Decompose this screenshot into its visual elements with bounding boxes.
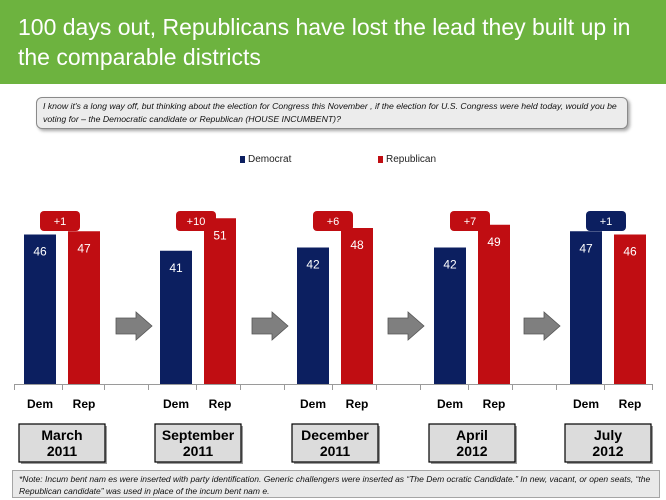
bar-rep bbox=[204, 218, 236, 384]
bar-category-label-rep: Rep bbox=[619, 397, 642, 411]
bar-dem bbox=[24, 234, 56, 384]
margin-badge-label: +10 bbox=[187, 216, 206, 228]
period-label: December bbox=[301, 427, 369, 443]
period-box bbox=[18, 423, 106, 463]
bar-dem bbox=[434, 247, 466, 384]
bar-rep bbox=[68, 231, 100, 384]
bar-rep bbox=[341, 228, 373, 384]
legend-swatch-democrat bbox=[240, 156, 245, 163]
bar-category-label-dem: Dem bbox=[437, 397, 463, 411]
bar-category-label-dem: Dem bbox=[573, 397, 599, 411]
period-label: 2011 bbox=[183, 443, 214, 459]
bar-category-label-dem: Dem bbox=[300, 397, 326, 411]
legend-item-republican: Republican bbox=[378, 154, 436, 165]
bar-category-label-dem: Dem bbox=[163, 397, 189, 411]
bar-category-label-rep: Rep bbox=[346, 397, 369, 411]
arrow-right-icon bbox=[115, 311, 153, 341]
bar-category-label-rep: Rep bbox=[483, 397, 506, 411]
period-box bbox=[154, 423, 242, 463]
bar-value-label-rep: 51 bbox=[213, 228, 227, 242]
period-box bbox=[291, 423, 379, 463]
bar-dem bbox=[160, 250, 192, 384]
period-box bbox=[564, 423, 652, 463]
margin-badge-label: +1 bbox=[54, 216, 67, 228]
period-label: March bbox=[41, 427, 82, 443]
margin-badge bbox=[586, 211, 626, 231]
bar-value-label-dem: 46 bbox=[33, 245, 47, 259]
survey-question: I know it's a long way off, but thinking… bbox=[36, 97, 628, 129]
margin-badge-label: +7 bbox=[464, 216, 477, 228]
bar-dem bbox=[297, 247, 329, 384]
header-banner: 100 days out, Republicans have lost the … bbox=[0, 0, 666, 84]
period-label: 2011 bbox=[320, 443, 351, 459]
bar-category-label-dem: Dem bbox=[27, 397, 53, 411]
bar-category-label-rep: Rep bbox=[209, 397, 232, 411]
bar-value-label-dem: 41 bbox=[169, 261, 183, 275]
legend-label-republican: Republican bbox=[386, 154, 437, 165]
bar-rep bbox=[478, 224, 510, 384]
margin-badge bbox=[40, 211, 80, 231]
legend-item-democrat: Democrat bbox=[240, 154, 291, 165]
margin-badge bbox=[450, 211, 490, 231]
bar-value-label-dem: 42 bbox=[443, 258, 457, 272]
bar-dem bbox=[570, 231, 602, 384]
legend-swatch-republican bbox=[378, 156, 383, 163]
bar-category-label-rep: Rep bbox=[73, 397, 96, 411]
period-box bbox=[428, 423, 516, 463]
page-title: 100 days out, Republicans have lost the … bbox=[18, 14, 631, 70]
arrow-right-icon bbox=[251, 311, 289, 341]
period-label: April bbox=[456, 427, 488, 443]
bar-value-label-rep: 48 bbox=[350, 238, 364, 252]
footnote: *Note: Incum bent nam es were inserted w… bbox=[12, 470, 660, 498]
period-label: July bbox=[594, 427, 622, 443]
period-label: September bbox=[162, 427, 235, 443]
bar-value-label-rep: 46 bbox=[623, 245, 637, 259]
period-label: 2012 bbox=[592, 443, 623, 459]
arrow-right-icon bbox=[523, 311, 561, 341]
margin-badge-label: +1 bbox=[600, 216, 613, 228]
period-label: 2012 bbox=[456, 443, 487, 459]
bar-value-label-dem: 47 bbox=[579, 241, 593, 255]
margin-badge bbox=[313, 211, 353, 231]
period-label: 2011 bbox=[47, 443, 78, 459]
arrow-right-icon bbox=[387, 311, 425, 341]
legend-label-democrat: Democrat bbox=[248, 154, 292, 165]
margin-badge bbox=[176, 211, 216, 231]
bar-value-label-dem: 42 bbox=[306, 258, 320, 272]
bar-rep bbox=[614, 234, 646, 384]
bar-value-label-rep: 49 bbox=[487, 235, 501, 249]
bar-value-label-rep: 47 bbox=[77, 241, 91, 255]
margin-badge-label: +6 bbox=[327, 216, 340, 228]
